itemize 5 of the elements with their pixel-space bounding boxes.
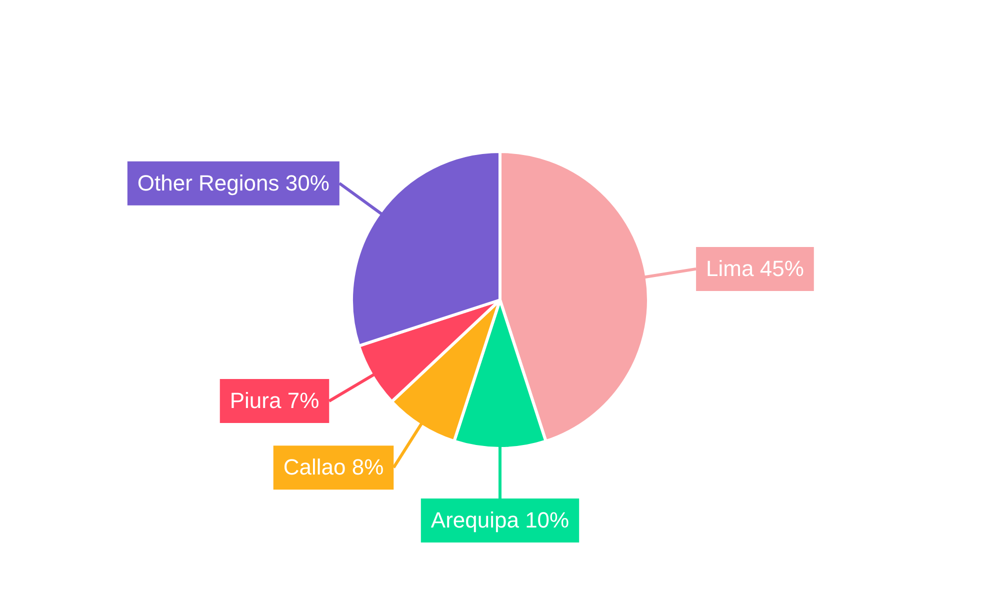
- slice-label: Piura 7%: [230, 388, 320, 414]
- slice-label: Other Regions 30%: [137, 170, 330, 196]
- slice-label: Lima 45%: [706, 256, 804, 282]
- slice-label: Arequipa 10%: [430, 508, 570, 533]
- slice-label: Callao 8%: [283, 454, 384, 480]
